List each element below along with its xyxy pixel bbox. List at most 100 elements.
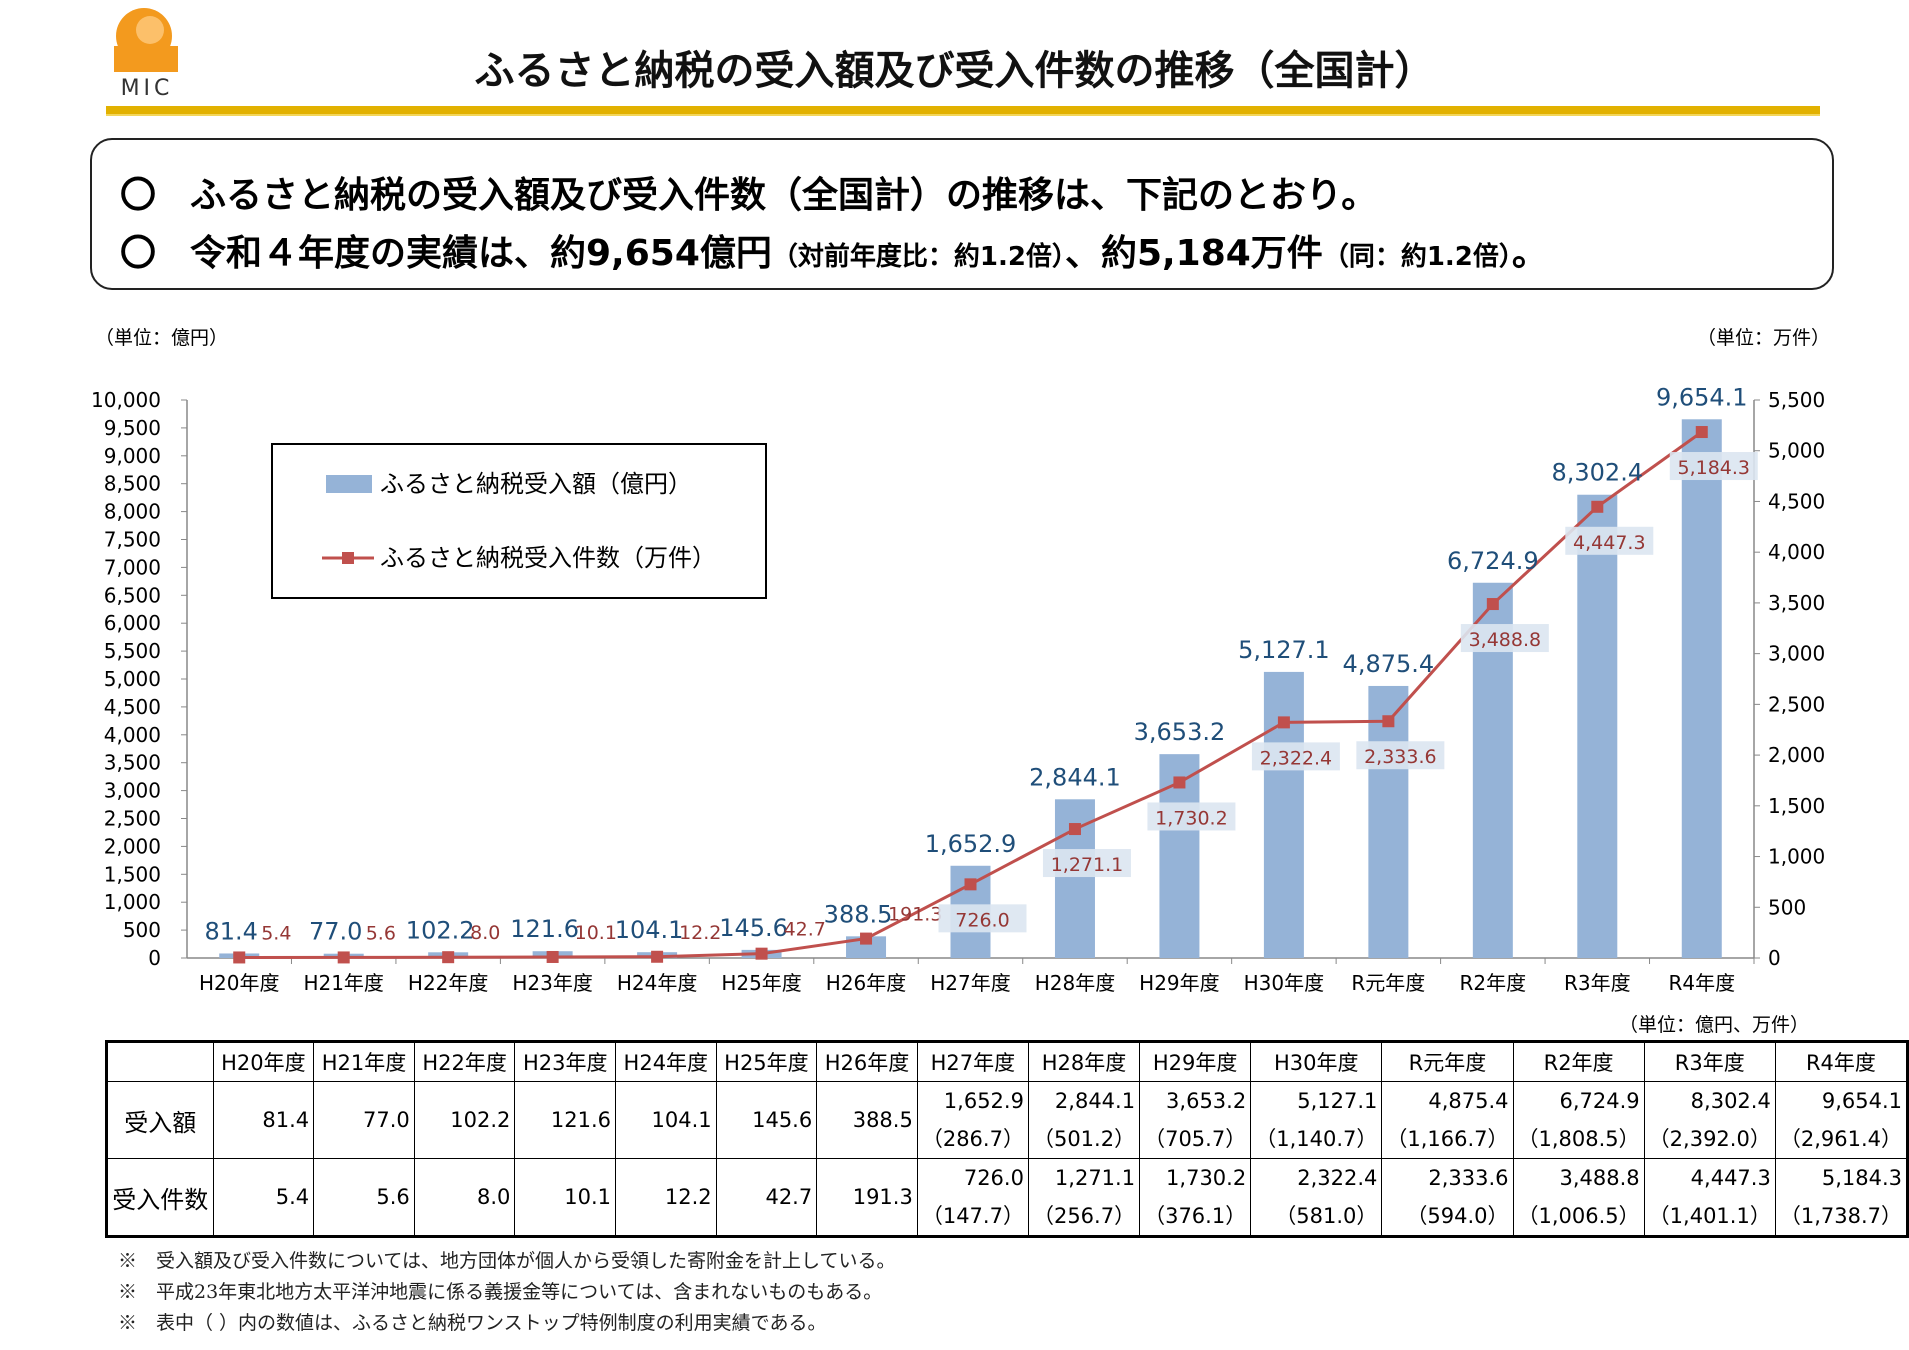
legend-bar-swatch — [326, 475, 372, 493]
note-3: ※ 表中（ ）内の数値は、ふるさと納税ワンストップ特例制度の利用実績である。 — [118, 1312, 827, 1334]
table-column-header: R4年度 — [1774, 1041, 1909, 1082]
table-cell-value: 5.6 — [376, 1185, 410, 1209]
left-tick-label: 8,000 — [104, 500, 161, 524]
summary-count-ratio: （同：約1.2倍） — [1322, 242, 1512, 272]
right-tick-label: 0 — [1768, 946, 1781, 970]
table-column-header: H28年度 — [1027, 1041, 1141, 1082]
table-cell-value: 9,654.1 — [1821, 1089, 1902, 1113]
right-tick-label: 5,500 — [1768, 388, 1825, 412]
line-point — [442, 951, 455, 964]
left-tick-label: 9,500 — [104, 416, 161, 440]
table-column-header: R3年度 — [1643, 1041, 1776, 1082]
left-tick-label: 4,000 — [104, 723, 161, 747]
bar-value-label: 81.4 — [205, 917, 258, 945]
bar-value-label: 102.2 — [406, 916, 475, 944]
legend-line-label: ふるさと納税受入件数（万件） — [380, 544, 716, 572]
left-tick-label: 6,500 — [104, 583, 161, 607]
right-tick-label: 500 — [1768, 895, 1806, 919]
table-cell-onestop-value: （256.7） — [1032, 1204, 1136, 1228]
bar-value-label: 4,875.4 — [1343, 650, 1435, 678]
table-cell: 10.1 — [514, 1158, 616, 1237]
legend-line-marker — [342, 552, 354, 564]
table-cell: 12.2 — [615, 1158, 717, 1237]
table-column-header: H29年度 — [1139, 1041, 1252, 1082]
line-value-label: 42.7 — [784, 919, 826, 941]
x-tick-label: H28年度 — [1035, 971, 1116, 995]
table-cell-value: 3,653.2 — [1166, 1089, 1247, 1113]
line-value-label: 1,271.1 — [1051, 854, 1124, 876]
table-cell-value: 145.6 — [752, 1108, 813, 1132]
line-label-bg — [938, 904, 1027, 933]
right-tick-label: 4,500 — [1768, 489, 1825, 513]
right-tick-label: 1,000 — [1768, 845, 1825, 869]
line-point — [1173, 776, 1186, 789]
bar — [1368, 685, 1409, 958]
bar — [1577, 494, 1618, 958]
table-column-header: H22年度 — [413, 1041, 516, 1082]
table-cell: 6,724.9 （1,808.5） — [1512, 1081, 1645, 1159]
line-point — [755, 947, 768, 960]
table-cell-value: 104.1 — [651, 1108, 712, 1132]
bar-value-label: 145.6 — [719, 914, 788, 942]
table-cell-onestop-value: （376.1） — [1144, 1204, 1247, 1228]
line-value-label: 12.2 — [679, 922, 721, 944]
line-point — [1068, 823, 1081, 836]
x-tick-label: H24年度 — [617, 971, 698, 995]
table-cell-value: 1,652.9 — [943, 1089, 1024, 1113]
line-label-bg — [1356, 741, 1445, 770]
table-row: 受入額 81.4 77.0 102.2 121.6 104.1 145.6 388.5 1,65… — [106, 1081, 1909, 1159]
table-cell: 3,488.8 （1,006.5） — [1512, 1158, 1645, 1237]
table-cell: 2,844.1 （501.2） — [1027, 1081, 1141, 1159]
table-cell-value: 8,302.4 — [1690, 1089, 1771, 1113]
table-cell-onestop-value: （147.7） — [921, 1204, 1024, 1228]
x-tick-label: H26年度 — [826, 971, 907, 995]
left-tick-label: 500 — [123, 918, 161, 942]
line-point — [1486, 598, 1499, 611]
line-value-label: 191.3 — [888, 904, 942, 926]
right-tick-label: 1,500 — [1768, 794, 1825, 818]
bar-value-label: 1,652.9 — [925, 830, 1017, 858]
line-point — [233, 951, 246, 964]
chart-axes: （単位：億円） （単位：万件） 0 500 1,000 1,500 2,000 2,500 3,… — [91, 327, 1830, 995]
left-tick-label: 5,000 — [104, 667, 161, 691]
line-value-label: 726.0 — [955, 909, 1009, 931]
table-row-header: 受入額 — [106, 1081, 214, 1159]
table-cell: 5.6 — [313, 1158, 415, 1237]
table-column-header: H27年度 — [916, 1041, 1029, 1082]
logo-text: MIC — [120, 76, 174, 101]
line-label-bg — [1147, 802, 1236, 831]
table-cell-value: 4,447.3 — [1690, 1166, 1771, 1190]
right-tick-label: 2,500 — [1768, 692, 1825, 716]
table-cell: 726.0 （147.7） — [916, 1158, 1029, 1237]
line-label-bg — [1565, 526, 1654, 555]
line-value-label: 4,447.3 — [1573, 532, 1646, 554]
table-cell-value: 2,844.1 — [1054, 1089, 1136, 1113]
table-column-header: H24年度 — [615, 1041, 717, 1082]
page-title: ふるさと納税の受入額及び受入件数の推移（全国計） — [474, 48, 1435, 94]
bar-value-label: 121.6 — [510, 915, 579, 943]
left-tick-label: 2,000 — [104, 834, 161, 858]
x-tick-label: H29年度 — [1139, 971, 1220, 995]
table-cell: 4,447.3 （1,401.1） — [1643, 1158, 1776, 1237]
table-column-header: H23年度 — [514, 1041, 616, 1082]
table-cell-onestop-value: （1,808.5） — [1517, 1127, 1640, 1151]
left-tick-label: 8,500 — [104, 472, 161, 496]
table-cell: 77.0 — [313, 1081, 415, 1159]
table-cell-onestop-value: （1,006.5） — [1517, 1204, 1640, 1228]
table-cell-value: 6,724.9 — [1559, 1089, 1640, 1113]
table-cell: 3,653.2 （705.7） — [1139, 1081, 1252, 1159]
line-label-bg — [1251, 742, 1340, 771]
table-cell-value: 1,271.1 — [1054, 1166, 1136, 1190]
table-cell-value: 2,333.6 — [1428, 1166, 1509, 1190]
table-cell: 1,271.1 （256.7） — [1027, 1158, 1141, 1237]
line-point — [1382, 715, 1395, 728]
table-cell: 81.4 — [212, 1081, 315, 1159]
summary-bullet: 〇 — [120, 233, 157, 274]
table-cell-onestop-value: （581.0） — [1275, 1204, 1378, 1228]
line-point — [1695, 426, 1708, 439]
mic-logo-icon — [114, 8, 178, 72]
line-point — [651, 950, 664, 963]
table-cell: 42.7 — [715, 1158, 818, 1237]
line-point — [1277, 716, 1290, 729]
bar-value-label: 77.0 — [309, 918, 362, 946]
